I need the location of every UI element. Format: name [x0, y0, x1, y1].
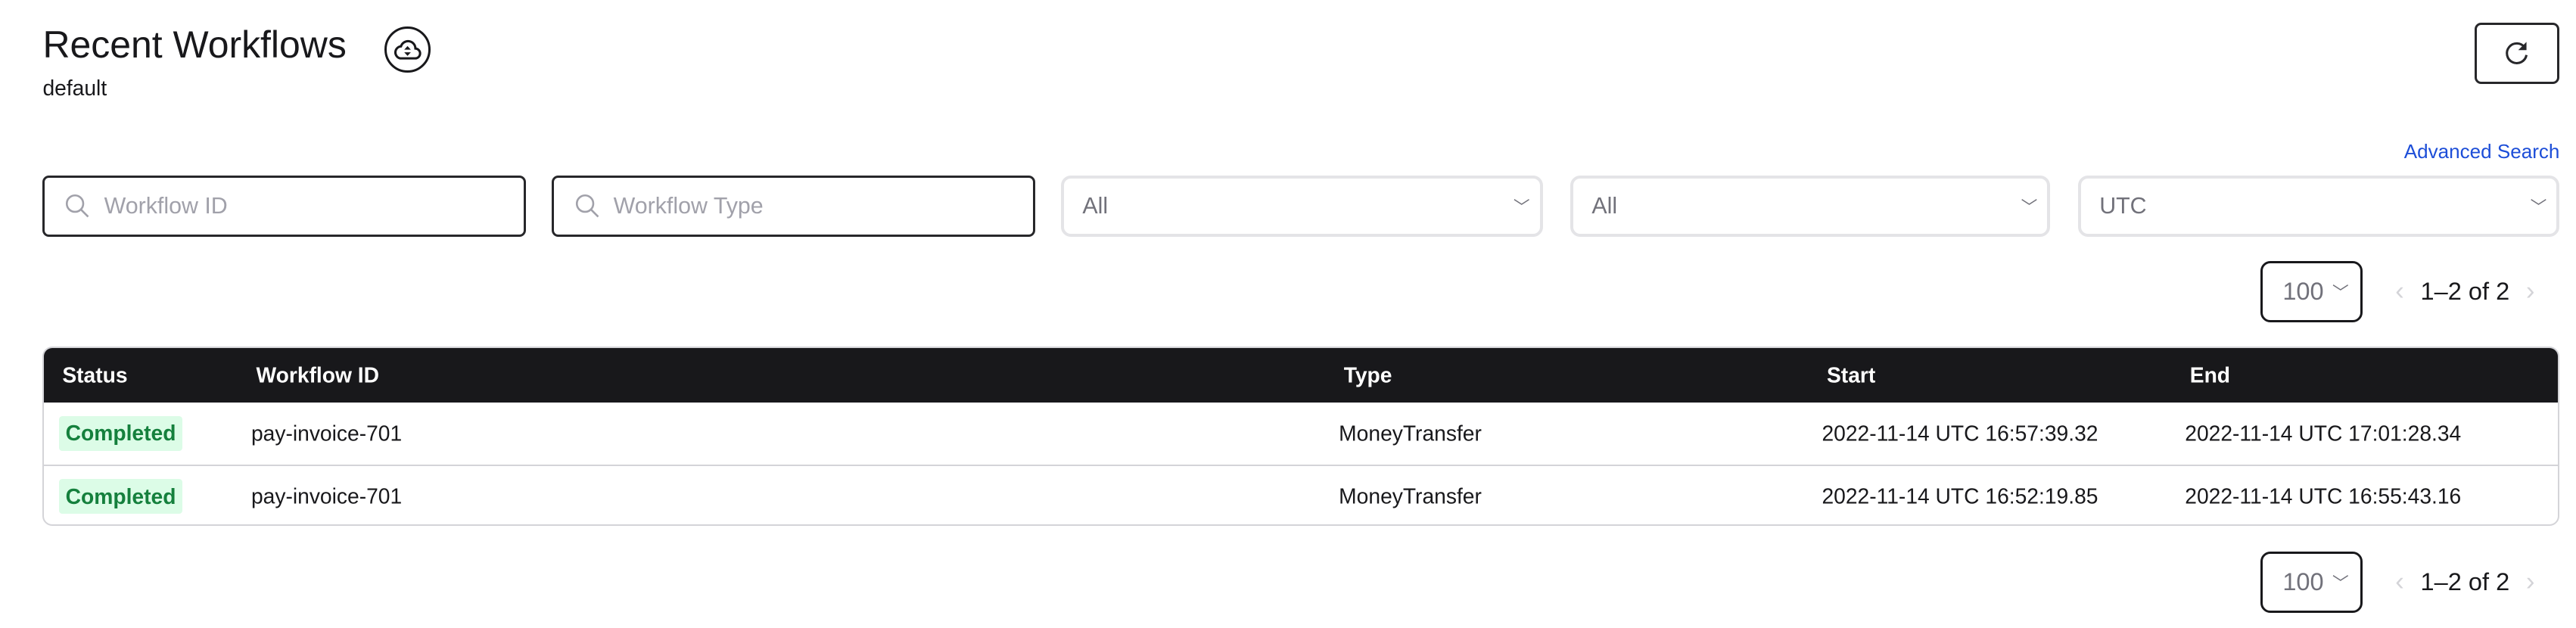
next-page-icon[interactable]: › — [2525, 276, 2535, 306]
table-row[interactable]: Completed pay-invoice-701 MoneyTransfer … — [44, 403, 2558, 465]
time-range-select-value: All — [1591, 192, 1618, 219]
page-range: 1–2 of 2 — [2420, 277, 2510, 305]
workflows-table: Status Workflow ID Type Start End Comple… — [42, 347, 2560, 526]
next-page-icon[interactable]: › — [2525, 567, 2535, 597]
cloud-archive-icon[interactable] — [384, 26, 431, 73]
column-status: Status — [62, 362, 128, 387]
chevron-down-icon: ﹀ — [2332, 282, 2349, 302]
workflow-type-input[interactable]: Workflow Type — [552, 176, 1035, 237]
start-time: 2022-11-14 UTC 16:52:19.85 — [1822, 483, 2098, 508]
column-type: Type — [1343, 362, 1392, 387]
column-start: Start — [1826, 362, 1876, 387]
workflow-id-input[interactable]: Workflow ID — [42, 176, 526, 237]
workflow-type: MoneyTransfer — [1339, 483, 1482, 508]
refresh-icon — [2506, 42, 2528, 64]
search-icon — [575, 194, 599, 218]
column-workflow-id: Workflow ID — [256, 362, 380, 387]
time-range-select[interactable]: All ﹀ — [1570, 176, 2051, 237]
column-end: End — [2189, 362, 2231, 387]
status-select[interactable]: All ﹀ — [1061, 176, 1543, 237]
page-size-select[interactable]: 100 ﹀ — [2260, 552, 2363, 613]
prev-page-icon[interactable]: ‹ — [2395, 276, 2404, 306]
chevron-down-icon: ﹀ — [2332, 574, 2349, 593]
pagination-top: 100 ﹀ ‹ 1–2 of 2 › — [2260, 261, 2551, 322]
refresh-button[interactable] — [2474, 23, 2560, 84]
search-icon — [66, 194, 89, 218]
advanced-search-link[interactable]: Advanced Search — [2403, 139, 2560, 163]
page-title: Recent Workflows — [42, 23, 347, 67]
page-size-value: 100 — [2282, 568, 2324, 596]
start-time: 2022-11-14 UTC 16:57:39.32 — [1822, 421, 2098, 446]
page-size-select[interactable]: 100 ﹀ — [2260, 261, 2363, 322]
timezone-select-value: UTC — [2099, 192, 2147, 219]
workflow-type-placeholder: Workflow Type — [613, 192, 764, 219]
status-select-value: All — [1082, 192, 1109, 219]
workflow-id-link[interactable]: pay-invoice-701 — [250, 483, 403, 508]
pagination-bottom: 100 ﹀ ‹ 1–2 of 2 › — [2260, 552, 2551, 613]
chevron-down-icon: ﹀ — [2021, 197, 2038, 216]
workflow-id-placeholder: Workflow ID — [104, 192, 228, 219]
workflow-id-link[interactable]: pay-invoice-701 — [250, 421, 403, 446]
end-time: 2022-11-14 UTC 16:55:43.16 — [2185, 483, 2462, 508]
status-badge: Completed — [58, 479, 183, 515]
chevron-down-icon: ﹀ — [1513, 197, 1530, 216]
timezone-select[interactable]: UTC ﹀ — [2078, 176, 2560, 237]
page-size-value: 100 — [2282, 277, 2324, 305]
table-header: Status Workflow ID Type Start End — [44, 348, 2559, 403]
status-badge: Completed — [58, 415, 183, 451]
workflow-type: MoneyTransfer — [1339, 421, 1482, 446]
namespace-label: default — [42, 75, 107, 100]
chevron-down-icon: ﹀ — [2530, 197, 2547, 216]
page-range: 1–2 of 2 — [2420, 568, 2510, 596]
table-row[interactable]: Completed pay-invoice-701 MoneyTransfer … — [44, 465, 2559, 524]
prev-page-icon[interactable]: ‹ — [2395, 567, 2404, 597]
end-time: 2022-11-14 UTC 17:01:28.34 — [2185, 421, 2462, 446]
